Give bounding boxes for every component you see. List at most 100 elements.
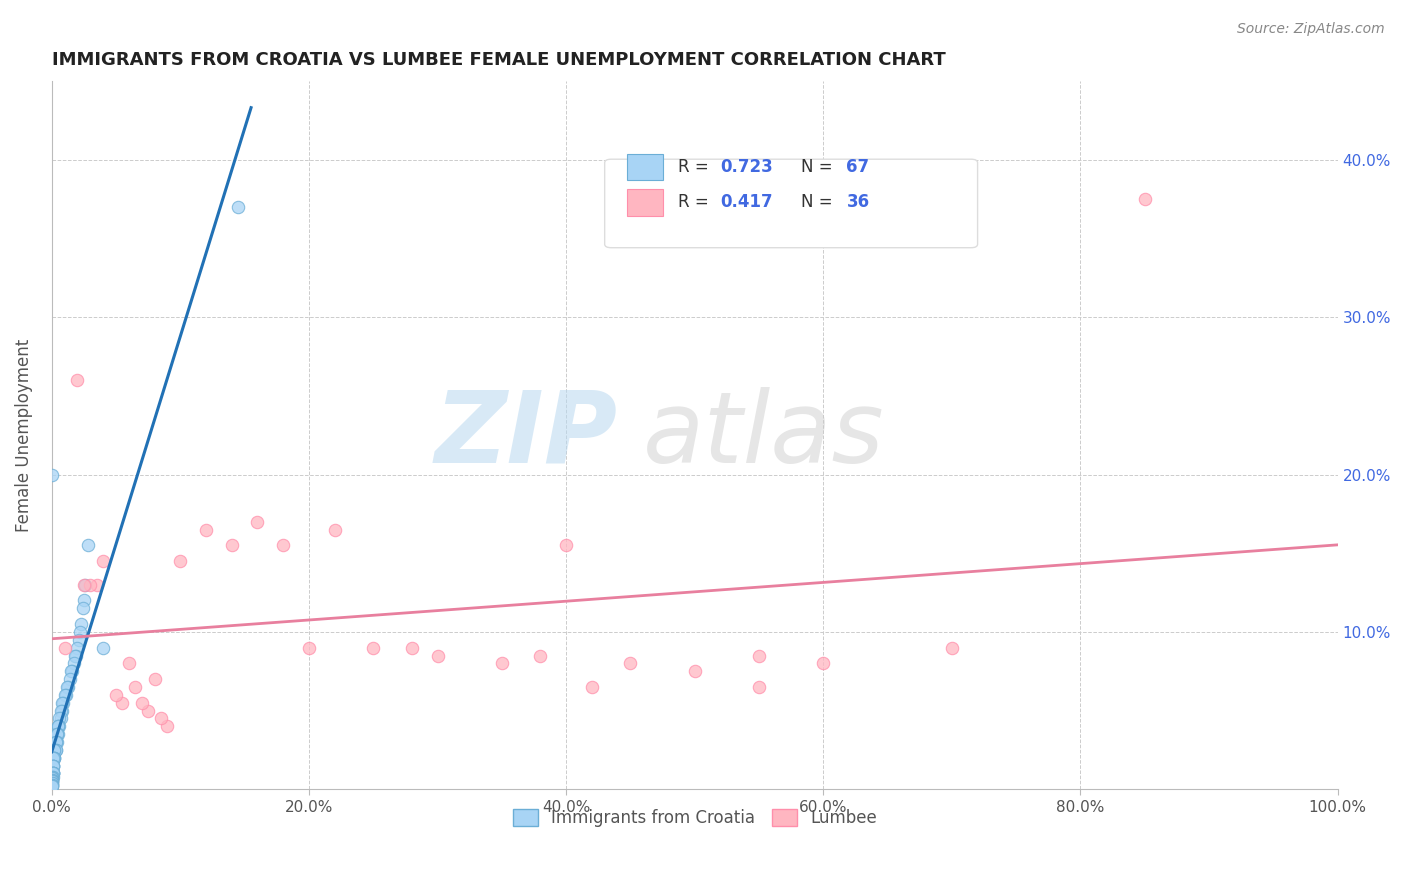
- Text: 0.417: 0.417: [720, 194, 773, 211]
- Point: [44, 751, 66, 765]
- Point: [41, 777, 63, 791]
- Point: [41, 770, 63, 784]
- Point: [226, 200, 249, 214]
- Text: 67: 67: [846, 158, 869, 176]
- Point: [60, 665, 83, 679]
- Point: [529, 648, 551, 663]
- FancyBboxPatch shape: [605, 159, 977, 248]
- Point: [45, 727, 67, 741]
- Point: [748, 648, 770, 663]
- Point: [246, 515, 269, 529]
- Point: [49, 704, 72, 718]
- Point: [156, 719, 179, 733]
- Point: [124, 680, 146, 694]
- Point: [41, 779, 63, 793]
- Point: [70, 617, 93, 632]
- Point: [131, 696, 153, 710]
- Legend: Immigrants from Croatia, Lumbee: Immigrants from Croatia, Lumbee: [506, 803, 883, 834]
- Point: [1133, 192, 1156, 206]
- Point: [813, 657, 835, 671]
- Text: IMMIGRANTS FROM CROATIA VS LUMBEE FEMALE UNEMPLOYMENT CORRELATION CHART: IMMIGRANTS FROM CROATIA VS LUMBEE FEMALE…: [52, 51, 945, 69]
- Text: R =: R =: [678, 194, 714, 211]
- Point: [44, 751, 66, 765]
- Point: [53, 640, 76, 655]
- Point: [221, 538, 243, 552]
- Point: [41, 774, 63, 789]
- Point: [748, 680, 770, 694]
- Text: N =: N =: [801, 194, 838, 211]
- Point: [79, 578, 101, 592]
- Point: [46, 727, 69, 741]
- Text: 36: 36: [846, 194, 869, 211]
- Point: [41, 779, 63, 793]
- Point: [60, 665, 83, 679]
- Bar: [627, 189, 662, 216]
- Point: [45, 743, 67, 757]
- Point: [42, 758, 65, 772]
- Point: [298, 640, 321, 655]
- Point: [69, 624, 91, 639]
- Point: [169, 554, 191, 568]
- Point: [66, 640, 89, 655]
- Point: [46, 719, 69, 733]
- Point: [136, 704, 159, 718]
- Text: atlas: atlas: [644, 387, 884, 483]
- Point: [73, 578, 96, 592]
- Point: [581, 680, 603, 694]
- Point: [75, 578, 97, 592]
- Point: [56, 680, 79, 694]
- Bar: [627, 153, 662, 180]
- Point: [48, 719, 70, 733]
- Point: [41, 771, 63, 785]
- Point: [46, 719, 69, 733]
- Point: [58, 680, 80, 694]
- Point: [51, 704, 73, 718]
- Text: N =: N =: [801, 158, 838, 176]
- Point: [426, 648, 449, 663]
- Point: [683, 665, 706, 679]
- Point: [45, 743, 67, 757]
- Point: [41, 776, 63, 790]
- Point: [66, 373, 89, 387]
- Point: [42, 766, 65, 780]
- Point: [323, 523, 346, 537]
- Point: [53, 688, 76, 702]
- Point: [619, 657, 641, 671]
- Text: ZIP: ZIP: [434, 387, 617, 483]
- Point: [105, 688, 128, 702]
- Point: [73, 593, 96, 607]
- Point: [361, 640, 384, 655]
- Point: [42, 758, 65, 772]
- Point: [118, 657, 141, 671]
- Point: [41, 772, 63, 787]
- Point: [42, 766, 65, 780]
- Point: [491, 657, 513, 671]
- Point: [42, 766, 65, 780]
- Point: [111, 696, 134, 710]
- Point: [63, 648, 86, 663]
- Point: [65, 648, 87, 663]
- Text: 0.723: 0.723: [720, 158, 773, 176]
- Point: [62, 657, 84, 671]
- Point: [42, 766, 65, 780]
- Point: [941, 640, 963, 655]
- Text: R =: R =: [678, 158, 714, 176]
- Point: [55, 688, 77, 702]
- Point: [42, 758, 65, 772]
- Point: [44, 751, 66, 765]
- Point: [76, 538, 98, 552]
- Point: [41, 777, 63, 791]
- Point: [59, 672, 82, 686]
- Point: [195, 523, 218, 537]
- Point: [150, 711, 173, 725]
- Point: [51, 696, 73, 710]
- Point: [45, 727, 67, 741]
- Point: [401, 640, 423, 655]
- Point: [91, 640, 114, 655]
- Point: [41, 766, 63, 780]
- Y-axis label: Female Unemployment: Female Unemployment: [15, 339, 32, 532]
- Point: [49, 711, 72, 725]
- Point: [45, 735, 67, 749]
- Point: [44, 743, 66, 757]
- Point: [45, 735, 67, 749]
